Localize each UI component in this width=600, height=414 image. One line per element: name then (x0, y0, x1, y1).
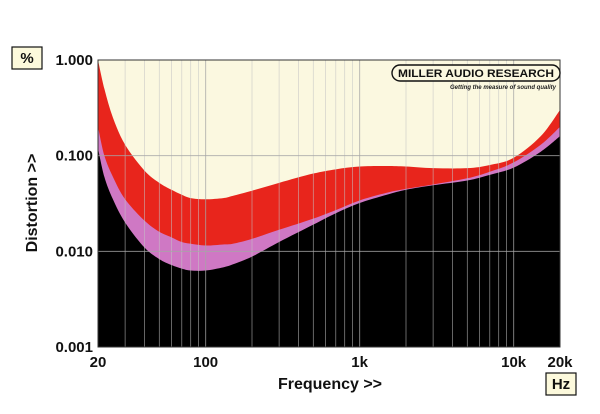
y-tick-label: 1.000 (55, 52, 93, 69)
y-unit-label: % (20, 50, 33, 67)
y-tick-label: 0.100 (55, 148, 93, 165)
plot-border (97, 59, 561, 348)
y-unit-box: % (11, 46, 43, 70)
x-tick-label: 10k (501, 354, 527, 371)
y-tick-labels: 0.001 0.010 0.100 1.000 (55, 52, 93, 356)
x-tick-labels: 20 100 1k 10k 20k (90, 354, 574, 371)
logo-tagline: Getting the measure of sound quality (450, 85, 557, 91)
x-tick-label: 1k (351, 354, 368, 371)
logo-wordmark: MILLER AUDIO RESEARCH (398, 68, 554, 80)
grid-lines (98, 60, 560, 347)
y-axis-title: Distortion >> (24, 154, 41, 253)
x-tick-label: 100 (193, 354, 218, 371)
brand-logo: MILLER AUDIO RESEARCH Getting the measur… (391, 64, 561, 91)
plot-frame (97, 59, 561, 348)
x-tick-label: 20 (90, 354, 107, 371)
x-unit-label: Hz (552, 376, 570, 393)
x-tick-label: 20k (547, 354, 573, 371)
series-area-3 (98, 136, 560, 347)
y-tick-label: 0.001 (55, 339, 93, 356)
x-unit-box: Hz (545, 372, 577, 396)
x-axis-title: Frequency >> (278, 376, 382, 393)
y-tick-label: 0.010 (55, 243, 93, 260)
series-areas (98, 60, 560, 348)
